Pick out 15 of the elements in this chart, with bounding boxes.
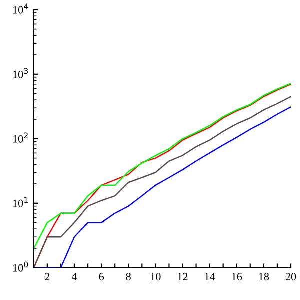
x-tick-label: 16 <box>232 273 242 281</box>
y-tick-label: 10$^{3}$ <box>13 68 28 78</box>
x-tick-label: 8 <box>126 273 131 281</box>
x-tick-label: 6 <box>99 273 104 281</box>
x-tick-label: 10 <box>151 273 161 281</box>
x-tick-label: 4 <box>72 273 78 280</box>
x-tick-label: 20 <box>286 273 296 281</box>
y-tick-label: 10$^{0}$ <box>13 262 28 272</box>
x-tick-label: 2 <box>45 273 50 280</box>
x-tick-label: 18 <box>259 273 270 281</box>
y-tick-label: 10$^{4}$ <box>13 4 28 14</box>
y-tick-label: 10$^{2}$ <box>13 132 28 143</box>
y-tick-label: 10$^{1}$ <box>13 197 28 208</box>
x-tick-label: 14 <box>205 273 216 280</box>
x-tick-label: 12 <box>178 273 188 280</box>
